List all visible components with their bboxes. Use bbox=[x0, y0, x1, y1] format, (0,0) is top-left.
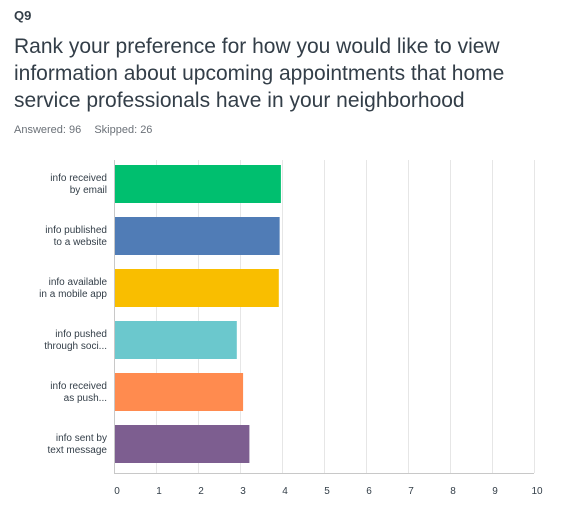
x-tick-label-6: 6 bbox=[366, 486, 372, 497]
bar-5 bbox=[115, 425, 250, 463]
x-tick-label-3: 3 bbox=[240, 486, 246, 497]
answered-count: Answered: 96 bbox=[14, 124, 82, 136]
x-tick-label-1: 1 bbox=[156, 486, 162, 497]
category-label-line: to a website bbox=[54, 237, 108, 248]
category-label-line: info published bbox=[45, 225, 107, 236]
response-stats: Answered: 96 Skipped: 26 bbox=[14, 124, 152, 136]
bar-1 bbox=[115, 217, 280, 255]
chart-bars bbox=[115, 165, 281, 463]
category-label-line: info sent by bbox=[56, 433, 107, 444]
question-title: Rank your preference for how you would l… bbox=[14, 35, 505, 112]
category-label-line: in a mobile app bbox=[39, 289, 107, 300]
category-label-line: as push... bbox=[64, 393, 107, 404]
bar-2 bbox=[115, 269, 279, 307]
bar-0 bbox=[115, 165, 281, 203]
question-number: Q9 bbox=[14, 8, 32, 23]
x-tick-label-8: 8 bbox=[450, 486, 456, 497]
x-tick-label-4: 4 bbox=[282, 486, 288, 497]
category-label-line: through soci... bbox=[44, 341, 107, 352]
x-tick-label-7: 7 bbox=[408, 486, 414, 497]
category-label-3: info pushed through soci... bbox=[44, 329, 107, 352]
category-label-line: text message bbox=[48, 445, 108, 456]
skipped-count: Skipped: 26 bbox=[94, 124, 153, 136]
category-label-4: info received as push... bbox=[50, 381, 107, 404]
x-tick-label-9: 9 bbox=[492, 486, 498, 497]
chart-x-tick-labels: 0 1 2 3 4 5 6 7 8 9 10 bbox=[114, 486, 543, 497]
x-tick-label-2: 2 bbox=[198, 486, 204, 497]
category-label-5: info sent by text message bbox=[48, 433, 108, 456]
category-label-line: by email bbox=[70, 185, 107, 196]
chart-gridlines bbox=[114, 160, 535, 474]
category-label-line: info available bbox=[49, 277, 108, 288]
bar-3 bbox=[115, 321, 237, 359]
x-tick-label-10: 10 bbox=[531, 486, 543, 497]
category-label-line: info pushed bbox=[55, 329, 107, 340]
category-label-line: info received bbox=[50, 173, 107, 184]
x-tick-label-0: 0 bbox=[114, 486, 120, 497]
x-tick-label-5: 5 bbox=[324, 486, 330, 497]
category-label-1: info published to a website bbox=[45, 225, 107, 248]
bar-4 bbox=[115, 373, 244, 411]
category-label-line: info received bbox=[50, 381, 107, 392]
category-label-2: info available in a mobile app bbox=[39, 277, 107, 300]
category-label-0: info received by email bbox=[50, 173, 107, 196]
